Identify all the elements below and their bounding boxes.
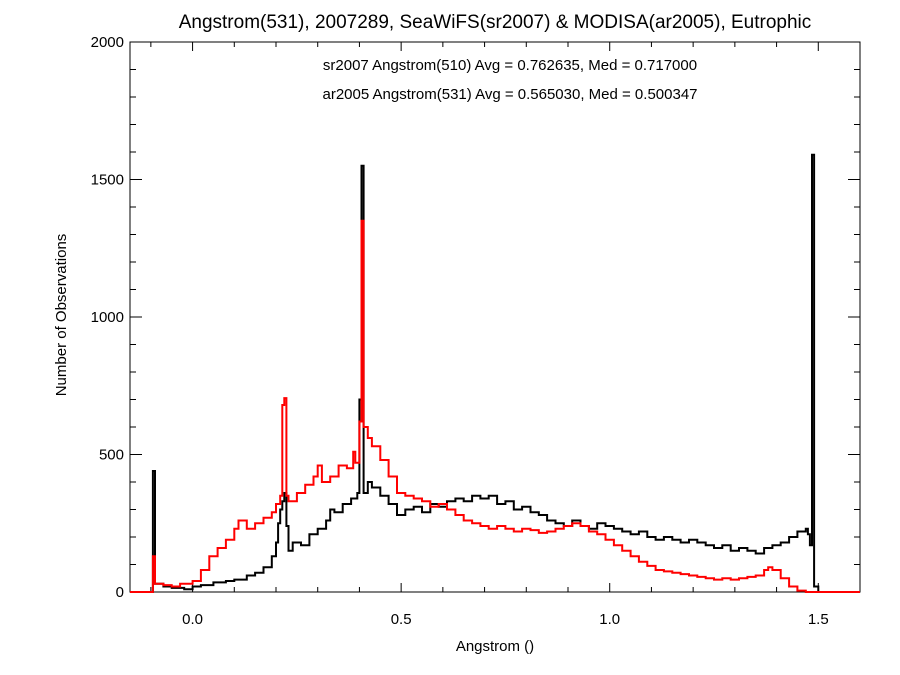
- series-ar2005-line: [130, 219, 860, 593]
- x-tick-label: 0.5: [391, 611, 412, 628]
- y-tick-label: 2000: [91, 34, 124, 51]
- series-layer: [130, 153, 860, 593]
- axes: 0.0 0.5 1.0 1.5 0 500 1000 1500 2000: [91, 34, 861, 628]
- y-axis-label: Number of Observations: [53, 234, 70, 397]
- chart-title: Angstrom(531), 2007289, SeaWiFS(sr2007) …: [179, 12, 812, 33]
- y-tick-label: 0: [116, 584, 124, 601]
- y-tick-label: 500: [99, 447, 124, 464]
- x-tick-label: 0.0: [182, 611, 203, 628]
- x-tick-label: 1.5: [808, 611, 829, 628]
- y-tick-label: 1500: [91, 172, 124, 189]
- series-sr2007-line: [130, 153, 860, 593]
- y-tick-label: 1000: [91, 309, 124, 326]
- legend-entry-ar2005: ar2005 Angstrom(531) Avg = 0.565030, Med…: [323, 86, 698, 103]
- x-axis-label: Angstrom (): [456, 638, 534, 655]
- legend-entry-sr2007: sr2007 Angstrom(510) Avg = 0.762635, Med…: [323, 57, 697, 74]
- plot-frame: [129, 41, 861, 593]
- x-tick-label: 1.0: [599, 611, 620, 628]
